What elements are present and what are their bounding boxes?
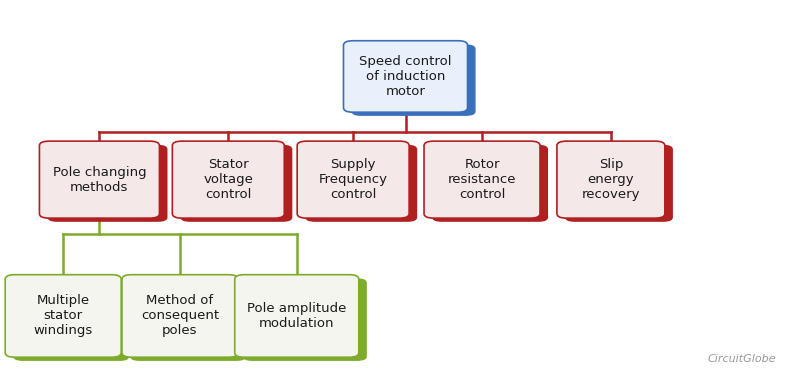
FancyBboxPatch shape — [5, 275, 121, 357]
Text: Rotor
resistance
control: Rotor resistance control — [448, 158, 517, 201]
FancyBboxPatch shape — [557, 141, 665, 218]
FancyBboxPatch shape — [344, 41, 467, 112]
FancyBboxPatch shape — [48, 145, 168, 222]
Text: CircuitGlobe: CircuitGlobe — [707, 354, 776, 364]
Text: Slip
energy
recovery: Slip energy recovery — [581, 158, 640, 201]
Text: Method of
consequent
poles: Method of consequent poles — [141, 294, 219, 337]
FancyBboxPatch shape — [40, 141, 160, 218]
FancyBboxPatch shape — [122, 275, 238, 357]
FancyBboxPatch shape — [432, 145, 548, 222]
FancyBboxPatch shape — [242, 278, 367, 361]
FancyBboxPatch shape — [130, 278, 246, 361]
FancyBboxPatch shape — [424, 141, 540, 218]
FancyBboxPatch shape — [565, 145, 673, 222]
Text: Pole amplitude
modulation: Pole amplitude modulation — [247, 302, 346, 330]
Text: Speed control
of induction
motor: Speed control of induction motor — [359, 55, 452, 98]
Text: Multiple
stator
windings: Multiple stator windings — [33, 294, 92, 337]
Text: Stator
voltage
control: Stator voltage control — [204, 158, 253, 201]
Text: Supply
Frequency
control: Supply Frequency control — [319, 158, 388, 201]
Text: Pole changing
methods: Pole changing methods — [53, 166, 146, 194]
FancyBboxPatch shape — [234, 275, 358, 357]
FancyBboxPatch shape — [305, 145, 417, 222]
FancyBboxPatch shape — [351, 45, 475, 116]
FancyBboxPatch shape — [172, 141, 285, 218]
FancyBboxPatch shape — [13, 278, 129, 361]
FancyBboxPatch shape — [180, 145, 292, 222]
FancyBboxPatch shape — [297, 141, 409, 218]
